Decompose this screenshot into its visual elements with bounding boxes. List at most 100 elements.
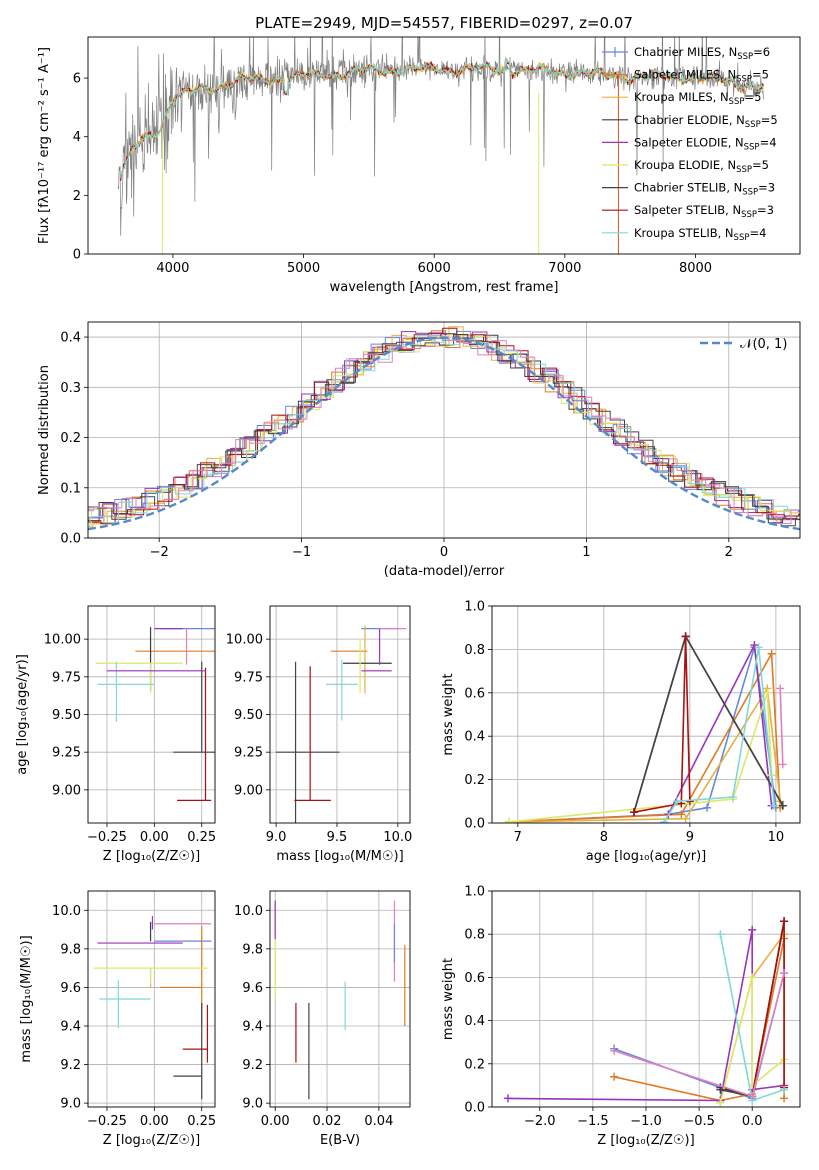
x-axis-label: age [log₁₀(age/yr)] [586, 849, 707, 864]
series-line [719, 977, 785, 1103]
data-point [610, 1046, 619, 1055]
data-point [716, 1098, 725, 1107]
y-axis-label: mass weight [441, 673, 456, 755]
series-line [751, 921, 785, 1097]
axes-frame [491, 605, 801, 824]
legend-entry: Salpeter STELIB, NSSP=3 [634, 203, 774, 220]
x-tick-label: 6000 [418, 261, 451, 276]
data-point [681, 814, 690, 823]
legend-entry: 𝒩(0, 1) [740, 337, 787, 352]
x-tick-label: −0.5 [683, 1114, 715, 1129]
y-tick-label: 9.25 [52, 746, 81, 761]
y-tick-label: 9.0 [60, 1097, 81, 1112]
y-tick-label: 10.00 [226, 633, 263, 648]
x-tick-label: 0.00 [261, 1114, 290, 1129]
y-tick-label: 0.2 [464, 1057, 485, 1072]
chart-title: PLATE=2949, MJD=54557, FIBERID=0297, z=0… [255, 14, 633, 32]
axes-frame [87, 890, 216, 1108]
x-tick-label: −2 [150, 545, 169, 560]
y-tick-label: 0.0 [464, 1101, 485, 1116]
legend-entry: Kroupa STELIB, NSSP=4 [634, 226, 766, 243]
data-point [750, 641, 759, 650]
axes-frame [269, 605, 411, 824]
data-point [778, 760, 787, 769]
y-tick-label: 9.8 [242, 942, 263, 957]
y-tick-label: 9.6 [242, 981, 263, 996]
y-tick-label: 0.4 [464, 1014, 485, 1029]
data-point [770, 801, 779, 810]
y-tick-label: 10.0 [234, 904, 263, 919]
y-tick-label: 0.4 [60, 331, 81, 346]
data-point [763, 688, 772, 697]
y-tick-label: 9.4 [242, 1020, 263, 1035]
data-point [748, 925, 757, 934]
legend-entry: Kroupa ELODIE, NSSP=5 [634, 158, 769, 175]
data-point [776, 684, 785, 693]
x-tick-label: −1.0 [630, 1114, 662, 1129]
x-tick-label: 0.25 [187, 830, 216, 845]
y-tick-label: 0.8 [464, 928, 485, 943]
y-tick-label: 0.8 [464, 643, 485, 658]
y-tick-label: 0.6 [464, 971, 485, 986]
y-tick-label: 2 [73, 189, 81, 204]
data-point [703, 803, 712, 812]
y-tick-label: 10.00 [44, 633, 81, 648]
data-point [780, 1085, 789, 1094]
axes-frame [269, 890, 411, 1108]
x-tick-label: −1 [292, 545, 311, 560]
series-line [509, 646, 777, 823]
x-tick-label: 4000 [156, 261, 189, 276]
legend-entry: Kroupa MILES, NSSP=5 [634, 90, 761, 107]
x-axis-label: mass [log₁₀(M/M☉)] [276, 849, 403, 864]
data-point [780, 917, 789, 926]
x-tick-label: 10 [768, 830, 785, 845]
age-vs-Z-chart: −0.25 0.00 0.25 9.00 9.25 9.50 9.75 10.00 Z [log… [15, 605, 216, 864]
axes-frame [87, 605, 216, 824]
data-point [503, 1094, 512, 1103]
y-tick-label: 9.75 [234, 670, 263, 685]
x-axis-label: Z [log₁₀(Z/Z☉)] [103, 849, 200, 864]
x-axis-label: (data-model)/error [384, 564, 505, 579]
series-line [509, 686, 781, 823]
series-line [779, 688, 784, 765]
y-tick-label: 0.2 [60, 431, 81, 446]
histogram-pink [88, 338, 800, 524]
y-axis-label: mass weight [441, 958, 456, 1040]
histogram-chabrier_elodie [88, 333, 800, 524]
mass-weight-vs-Z-chart: −2.0 −1.5 −1.0 −0.5 0.0 0.0 0.2 0.4 0.6 0.8 1.0 Z [… [441, 885, 801, 1148]
axes-frame [491, 890, 801, 1108]
x-tick-label: −0.25 [87, 1114, 127, 1129]
data-point [681, 632, 690, 641]
y-tick-label: 10.0 [52, 904, 81, 919]
y-tick-label: 1.0 [464, 885, 485, 900]
x-tick-label: 9.5 [327, 830, 348, 845]
x-axis-label: E(B-V) [320, 1133, 360, 1148]
y-tick-label: 0.3 [60, 381, 81, 396]
data-point [660, 817, 669, 823]
x-tick-label: 0.0 [742, 1114, 763, 1129]
legend-entry: Salpeter ELODIE, NSSP=4 [634, 135, 777, 152]
y-tick-label: 9.00 [234, 783, 263, 798]
legend-entry: Salpeter MILES, NSSP=5 [634, 68, 769, 85]
axes-frame [87, 321, 801, 539]
data-point [780, 1094, 789, 1103]
x-tick-label: 0.00 [140, 1114, 169, 1129]
y-tick-label: 9.50 [234, 708, 263, 723]
x-tick-label: 0.25 [187, 1114, 216, 1129]
data-point [728, 792, 737, 801]
model-spectrum-kroupa_stelib [120, 58, 764, 178]
y-tick-label: 9.8 [60, 942, 81, 957]
x-tick-label: 8000 [679, 261, 712, 276]
y-tick-label: 9.00 [52, 783, 81, 798]
x-tick-label: 8 [600, 830, 608, 845]
y-tick-label: 0.0 [60, 532, 81, 547]
y-tick-label: 9.6 [60, 981, 81, 996]
series-line [509, 650, 781, 823]
y-axis-label: Normed distribution [37, 365, 52, 495]
x-tick-label: 0.04 [364, 1114, 393, 1129]
data-point [672, 797, 681, 806]
data-point [716, 1085, 725, 1094]
y-axis-label: age [log₁₀(age/yr)] [15, 654, 30, 775]
x-tick-label: −1.5 [577, 1114, 609, 1129]
